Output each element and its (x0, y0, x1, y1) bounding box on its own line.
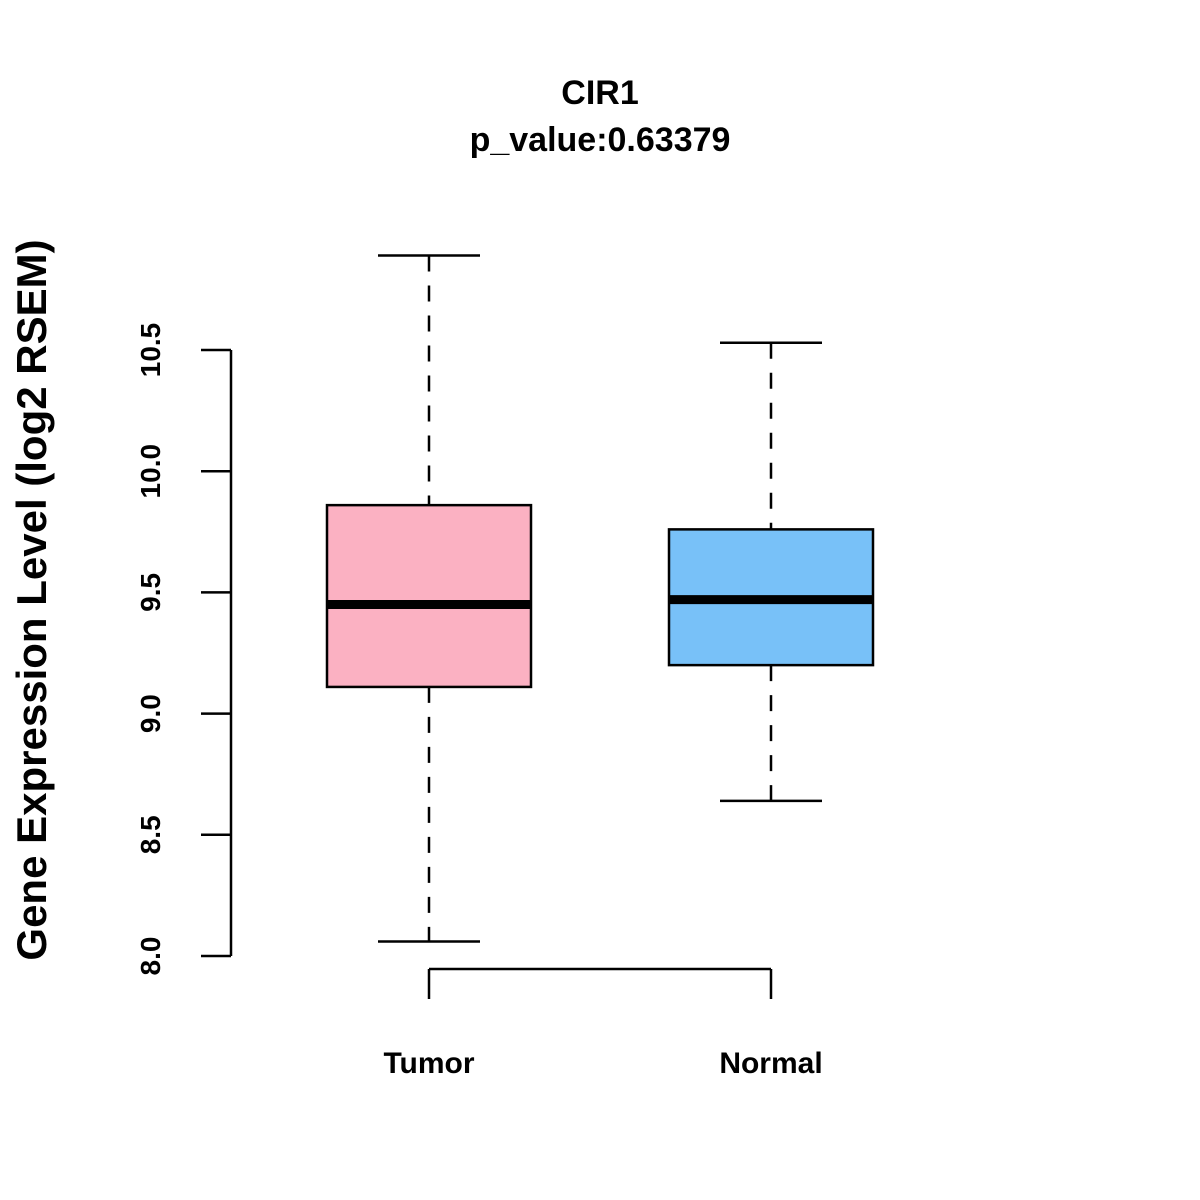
x-axis: Tumor Normal (383, 967, 823, 1080)
chart-title: CIR1 (561, 74, 638, 112)
chart-subtitle: p_value:0.63379 (470, 121, 731, 159)
y-tick-label: 8.5 (135, 815, 166, 854)
y-axis: 8.0 8.5 9.0 9.5 10.0 10.5 (135, 323, 233, 976)
boxes (325, 254, 875, 943)
y-tick-label: 10.0 (135, 444, 166, 499)
y-tick-label: 9.0 (135, 694, 166, 733)
y-tick-label: 10.5 (135, 323, 166, 378)
y-axis-label: Gene Expression Level (log2 RSEM) (8, 239, 55, 960)
box-group-tumor (325, 254, 533, 943)
y-tick-label: 8.0 (135, 937, 166, 976)
y-tick-label: 9.5 (135, 573, 166, 612)
x-tick-label: Tumor (383, 1047, 474, 1080)
box-group-normal (667, 341, 875, 803)
x-tick-label: Normal (719, 1047, 822, 1080)
box-iqr (325, 503, 533, 689)
